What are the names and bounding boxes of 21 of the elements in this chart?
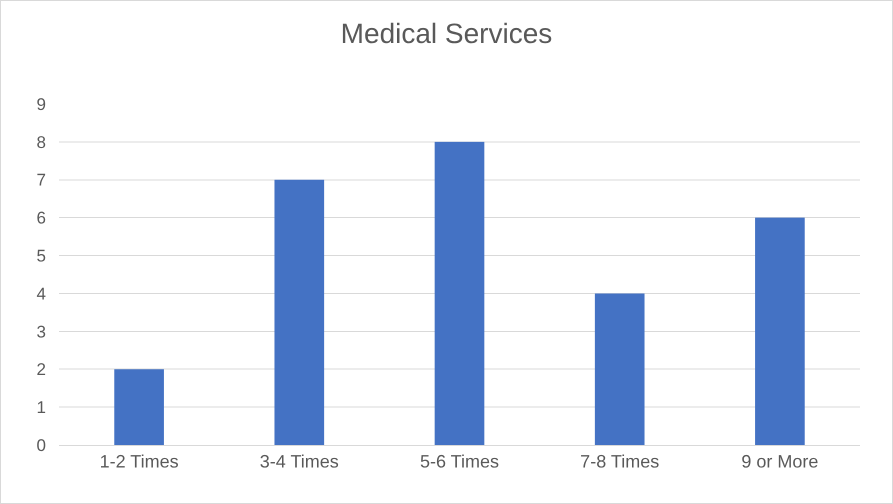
y-tick-label: 1 — [36, 398, 46, 418]
x-tick-label: 3-4 Times — [260, 452, 339, 472]
x-tick-label: 7-8 Times — [580, 452, 660, 472]
x-tick-label: 1-2 Times — [100, 452, 179, 472]
bar — [434, 142, 484, 445]
x-tick-label: 5-6 Times — [420, 452, 500, 472]
y-tick-label: 7 — [36, 170, 46, 190]
y-tick-label: 3 — [36, 322, 46, 342]
chart-title: Medical Services — [340, 18, 552, 50]
x-tick-label: 9 or More — [741, 452, 818, 472]
bar — [755, 218, 805, 445]
y-tick-label: 8 — [36, 132, 46, 152]
y-tick-label: 6 — [36, 208, 46, 228]
y-tick-label: 4 — [36, 284, 46, 304]
y-tick-label: 0 — [36, 436, 46, 455]
bar — [594, 293, 645, 445]
bar — [274, 180, 324, 445]
y-tick-label: 2 — [36, 360, 46, 380]
y-tick-label: 9 — [36, 94, 46, 114]
y-tick-label: 5 — [36, 246, 46, 266]
bar — [114, 369, 164, 445]
